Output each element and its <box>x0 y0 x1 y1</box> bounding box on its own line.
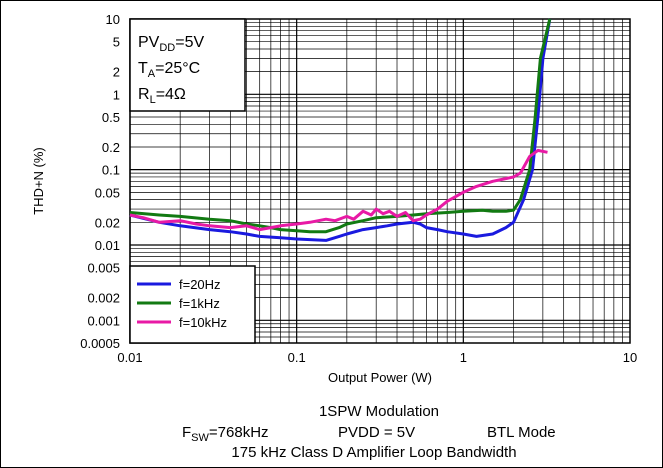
y-tick-label: 5 <box>113 35 120 50</box>
annotation-supply-voltage: PVDD=5V <box>138 34 204 54</box>
annotation-load: RL=4Ω <box>138 86 186 106</box>
legend-label-20hz: f=20Hz <box>179 277 221 292</box>
y-tick-label: 0.0005 <box>80 336 120 351</box>
caption-loop-bandwidth: 175 kHz Class D Amplifier Loop Bandwidth <box>231 444 516 461</box>
caption-modulation: 1SPW Modulation <box>319 403 439 420</box>
x-tick-label: 0.1 <box>288 350 306 365</box>
y-tick-label: 1 <box>113 87 120 102</box>
caption-switching-frequency: FSW=768kHz <box>182 424 269 444</box>
y-tick-labels: 10 5 2 1 0.5 0.2 0.1 0.05 0.02 0.01 0.005 0.002 0.00… <box>80 12 120 351</box>
y-tick-label: 0.2 <box>102 140 120 155</box>
x-axis-label: Output Power (W) <box>328 370 432 385</box>
y-tick-label: 0.5 <box>102 110 120 125</box>
y-tick-label: 0.02 <box>95 215 120 230</box>
y-axis-label: THD+N (%) <box>31 147 46 215</box>
conditions-annotation: PVDD=5V TA=25°C RL=4Ω <box>129 18 246 112</box>
plot-border <box>129 18 631 344</box>
x-tick-label: 0.01 <box>117 350 142 365</box>
y-tick-label: 0.1 <box>102 163 120 178</box>
series-line-0 <box>129 18 552 242</box>
series-layer <box>129 18 552 242</box>
y-tick-label: 0.005 <box>87 261 120 276</box>
annotation-box <box>129 18 246 112</box>
legend: f=20Hz f=1kHz f=10kHz <box>129 265 256 344</box>
x-tick-label: 10 <box>623 350 637 365</box>
series-line-2 <box>129 148 548 232</box>
caption-pvdd: PVDD = 5V <box>338 424 415 441</box>
series-line-1 <box>129 18 552 234</box>
y-tick-label: 0.002 <box>87 291 120 306</box>
legend-label-1khz: f=1kHz <box>179 296 220 311</box>
x-tick-labels: 0.01 0.1 1 10 <box>117 350 637 365</box>
legend-label-10khz: f=10kHz <box>179 315 227 330</box>
y-tick-label: 2 <box>113 65 120 80</box>
annotation-temperature: TA=25°C <box>138 60 200 80</box>
y-tick-label: 0.001 <box>87 313 120 328</box>
caption-btl-mode: BTL Mode <box>487 424 556 441</box>
y-tick-label: 10 <box>106 12 120 27</box>
y-tick-label: 0.01 <box>95 238 120 253</box>
x-tick-label: 1 <box>460 350 467 365</box>
y-tick-label: 0.05 <box>95 185 120 200</box>
